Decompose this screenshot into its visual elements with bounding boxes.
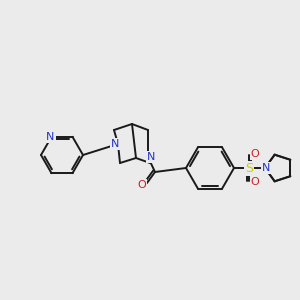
Text: N: N xyxy=(147,152,155,162)
Text: N: N xyxy=(111,139,119,149)
Text: O: O xyxy=(138,180,146,190)
Text: N: N xyxy=(262,163,270,173)
Text: N: N xyxy=(46,132,55,142)
Text: S: S xyxy=(245,161,253,175)
Text: O: O xyxy=(250,177,260,187)
Text: O: O xyxy=(250,149,260,159)
